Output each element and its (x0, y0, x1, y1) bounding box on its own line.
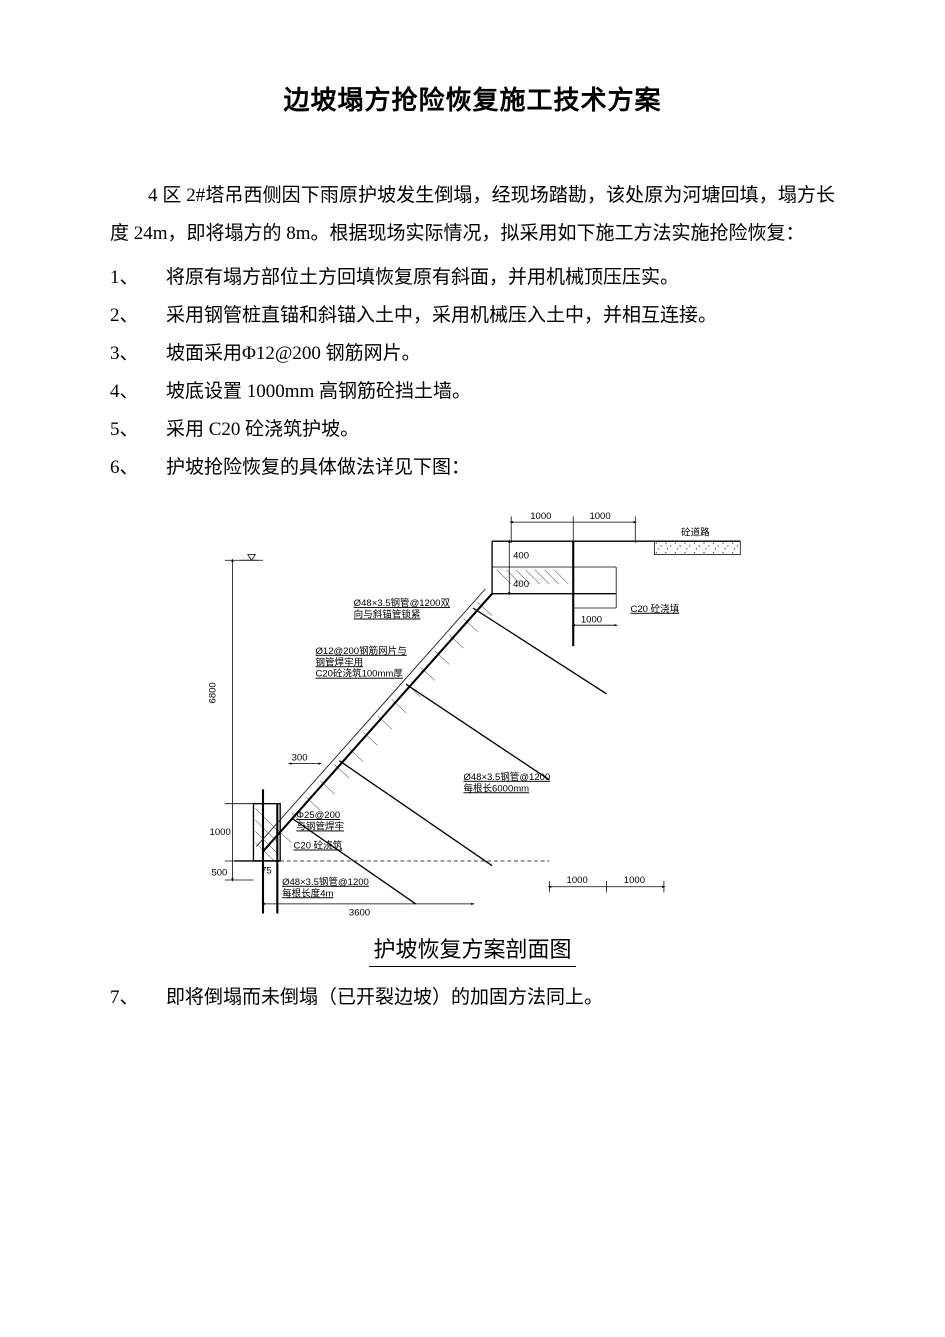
pipe-len4-label: Ø48×3.5钢管@1200每根长度4m (282, 876, 369, 899)
list-item: 5、采用 C20 砼浇筑护坡。 (110, 411, 835, 449)
list-text: 将原有塌方部位土方回填恢复原有斜面，并用机械顶压压实。 (166, 259, 835, 297)
dim-3600: 3600 (348, 907, 369, 918)
intro-paragraph: 4 区 2#塔吊西侧因下雨原护坡发生倒塌，经现场踏勘，该处原为河塘回填，塌方长度… (110, 177, 835, 253)
list-text: 坡底设置 1000mm 高钢筋砼挡土墙。 (166, 373, 835, 411)
list-item: 6、护坡抢险恢复的具体做法详见下图： (110, 449, 835, 487)
list-num: 4、 (110, 373, 166, 411)
dim-75: 75 (261, 865, 272, 876)
page-title: 边坡塌方抢险恢复施工技术方案 (110, 80, 835, 117)
pipe-lock-label-1: Ø48×3.5钢管@1200双向与斜锚管锁紧 (353, 597, 450, 620)
dim-v400a: 400 (513, 550, 529, 561)
dim-bot-1000b: 1000 (623, 875, 644, 886)
list-num: 3、 (110, 335, 166, 373)
mesh-label: Ø12@200钢筋网片与钢管焊牢用C20砼浇筑100mm厚 (315, 645, 406, 680)
list-num: 5、 (110, 411, 166, 449)
method-list-tail: 7、即将倒塌而未倒塌（已开裂边坡）的加固方法同上。 (110, 979, 835, 1017)
list-num: 6、 (110, 449, 166, 487)
dim-right-1000: 1000 (580, 614, 601, 625)
list-item: 3、坡面采用Φ12@200 钢筋网片。 (110, 335, 835, 373)
list-num: 1、 (110, 259, 166, 297)
pipe-len6-label: Ø48×3.5钢管@1200每根长6000mm (463, 771, 550, 794)
list-text: 采用 C20 砼浇筑护坡。 (166, 411, 835, 449)
dim-6800: 6800 (207, 682, 218, 703)
diagram-caption: 护坡恢复方案剖面图 (369, 932, 575, 967)
section-diagram: 砼道路 1000 1000 1000 C20 砼浇填 400 400 (193, 503, 753, 967)
dim-v400b: 400 (513, 579, 529, 590)
dim-300: 300 (291, 753, 307, 764)
method-list: 1、将原有塌方部位土方回填恢复原有斜面，并用机械顶压压实。 2、采用钢管桩直锚和… (110, 259, 835, 487)
list-text: 护坡抢险恢复的具体做法详见下图： (166, 449, 835, 487)
c20-cast-label: C20 砼浇筑 (293, 840, 342, 852)
slope-section-svg: 砼道路 1000 1000 1000 C20 砼浇填 400 400 (193, 503, 753, 923)
bar25-label: Φ25@200与钢管焊牢 (296, 810, 344, 832)
list-item: 1、将原有塌方部位土方回填恢复原有斜面，并用机械顶压压实。 (110, 259, 835, 297)
list-num: 2、 (110, 297, 166, 335)
dim-left-500: 500 (211, 867, 227, 878)
road-label: 砼道路 (681, 526, 710, 538)
list-text: 采用钢管桩直锚和斜锚入土中，采用机械压入土中，并相互连接。 (166, 297, 835, 335)
c20-fill-label: C20 砼浇填 (630, 603, 679, 615)
dim-top-1000b: 1000 (589, 511, 610, 522)
list-item: 7、即将倒塌而未倒塌（已开裂边坡）的加固方法同上。 (110, 979, 835, 1017)
dim-left-1000: 1000 (209, 827, 230, 838)
list-num: 7、 (110, 979, 166, 1017)
list-item: 2、采用钢管桩直锚和斜锚入土中，采用机械压入土中，并相互连接。 (110, 297, 835, 335)
list-text: 即将倒塌而未倒塌（已开裂边坡）的加固方法同上。 (166, 979, 835, 1017)
dim-top-1000a: 1000 (530, 511, 551, 522)
list-item: 4、坡底设置 1000mm 高钢筋砼挡土墙。 (110, 373, 835, 411)
list-text: 坡面采用Φ12@200 钢筋网片。 (166, 335, 835, 373)
dim-bot-1000a: 1000 (566, 875, 587, 886)
